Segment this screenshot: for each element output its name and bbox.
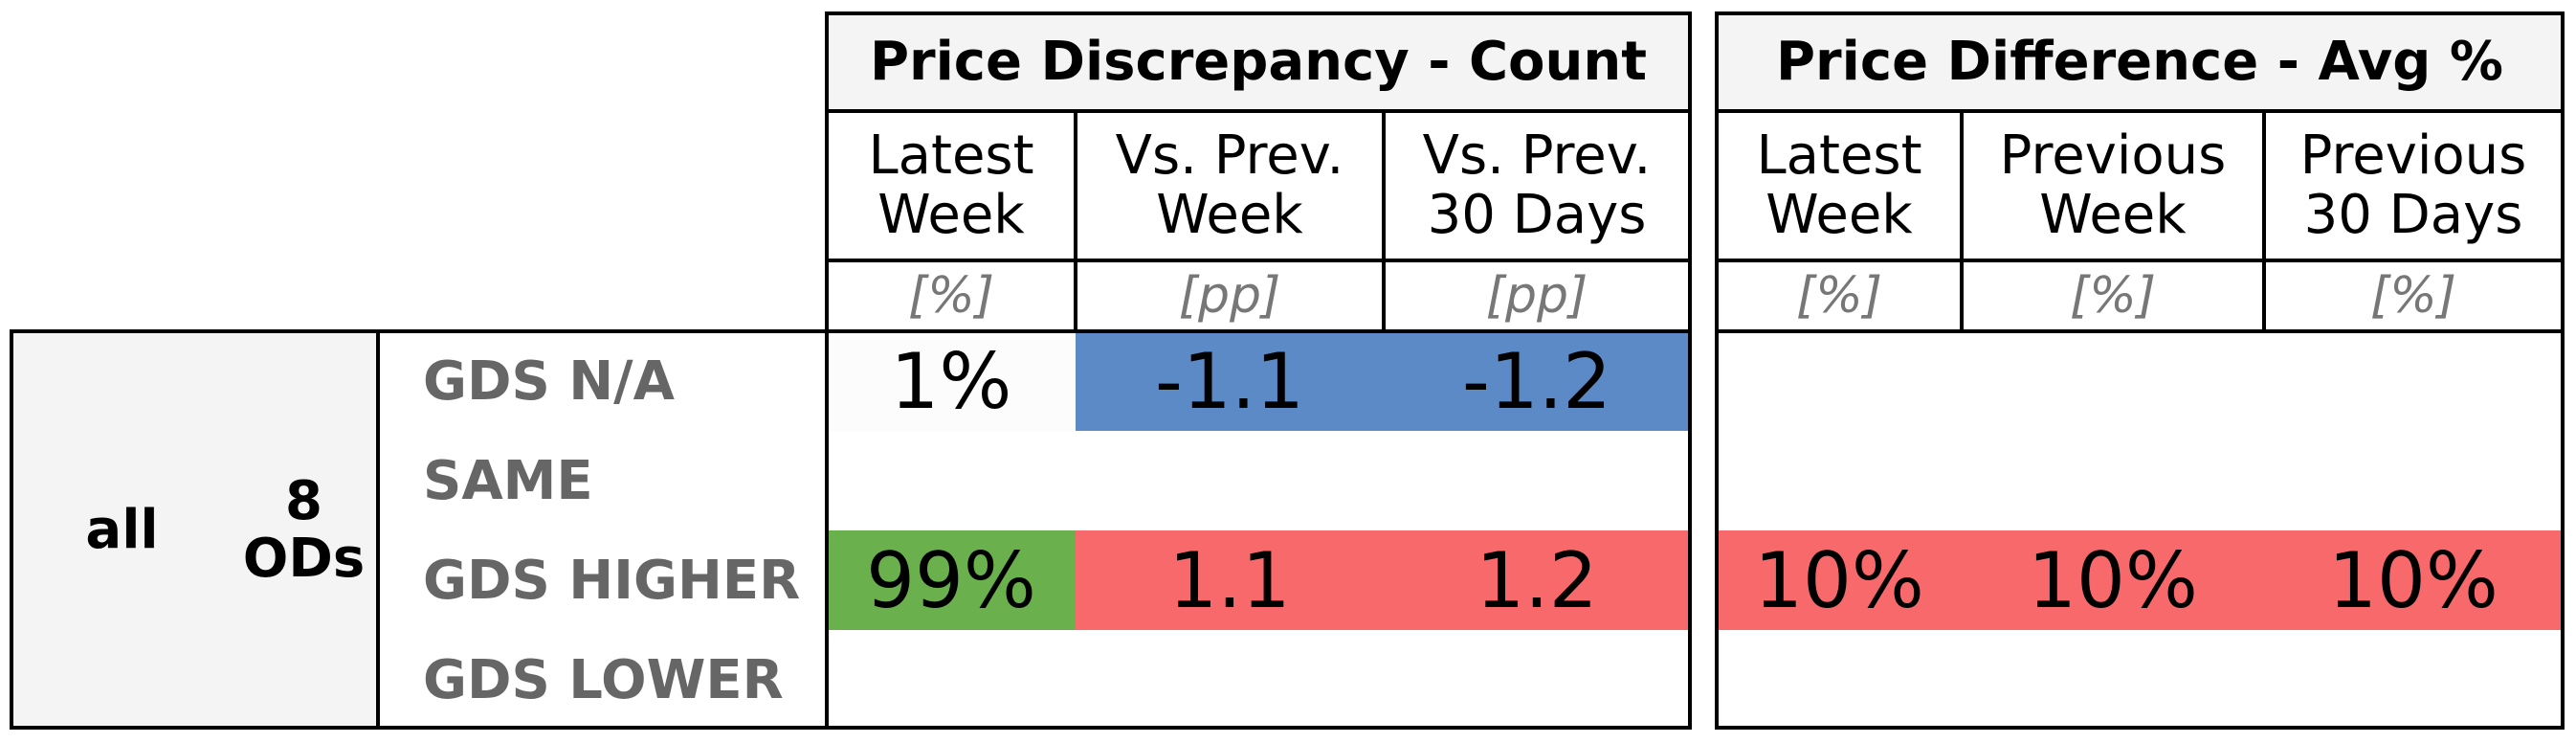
data-cell (1962, 331, 2264, 431)
row-label: GDS LOWER (423, 648, 784, 711)
column-header: Vs. Prev. Week (1115, 124, 1344, 246)
table-border (1074, 111, 1077, 331)
table-border (11, 726, 827, 730)
column-unit: [%] (2070, 267, 2156, 325)
data-cell: 10% (1962, 530, 2264, 630)
data-cell (827, 630, 1076, 730)
row-label: GDS N/A (423, 349, 675, 413)
data-cell: -1.1 (1076, 331, 1384, 431)
table-border (825, 11, 829, 730)
table-border (1688, 11, 1692, 730)
group-label: all (85, 499, 159, 561)
table-border (827, 329, 1690, 333)
section-title: Price Discrepancy - Count (827, 11, 1690, 111)
table-border (827, 259, 1690, 262)
table-border (827, 11, 1690, 15)
table-border (1717, 11, 2563, 15)
row-label: SAME (423, 449, 593, 512)
data-cell (1962, 630, 2264, 730)
data-cell (1717, 331, 1962, 431)
column-unit: [%] (908, 267, 994, 325)
table-border (11, 329, 827, 333)
column-unit: [pp] (1485, 267, 1588, 325)
table-border (827, 109, 1690, 113)
table-border (1717, 259, 2563, 262)
data-cell (2264, 630, 2563, 730)
table-border (376, 331, 380, 730)
data-cell (1717, 431, 1962, 530)
data-cell (1717, 630, 1962, 730)
column-header: Latest Week (1756, 124, 1922, 246)
data-cell (1076, 431, 1384, 530)
row-label: GDS HIGHER (423, 549, 801, 612)
group-panel (11, 331, 378, 730)
data-cell: 10% (1717, 530, 1962, 630)
table-border (1717, 109, 2563, 113)
group-count-label: 8 ODs (242, 470, 366, 590)
table-border (10, 329, 13, 730)
column-header: Previous 30 Days (2299, 124, 2527, 246)
table-border (1960, 111, 1964, 331)
data-cell: -1.2 (1384, 331, 1690, 431)
data-cell: 1.2 (1384, 530, 1690, 630)
table-border (2262, 111, 2266, 331)
table-border (1717, 726, 2563, 730)
table-border (1382, 111, 1386, 331)
column-unit: [%] (1796, 267, 1882, 325)
table-border (2561, 11, 2565, 730)
data-cell: 1% (827, 331, 1076, 431)
data-cell: 99% (827, 530, 1076, 630)
data-cell (1962, 431, 2264, 530)
column-unit: [pp] (1178, 267, 1281, 325)
column-header: Vs. Prev. 30 Days (1422, 124, 1652, 246)
data-cell (2264, 331, 2563, 431)
table-border (1715, 11, 1719, 730)
column-unit: [%] (2370, 267, 2456, 325)
data-cell (2264, 431, 2563, 530)
column-header: Latest Week (868, 124, 1034, 246)
data-cell: 1.1 (1076, 530, 1384, 630)
table-border (1717, 329, 2563, 333)
data-cell (1384, 630, 1690, 730)
data-cell: 10% (2264, 530, 2563, 630)
data-cell (1076, 630, 1384, 730)
data-cell (1384, 431, 1690, 530)
data-cell (827, 431, 1076, 530)
column-header: Previous Week (1999, 124, 2227, 246)
table-border (827, 726, 1690, 730)
section-title: Price Difference - Avg % (1717, 11, 2563, 111)
